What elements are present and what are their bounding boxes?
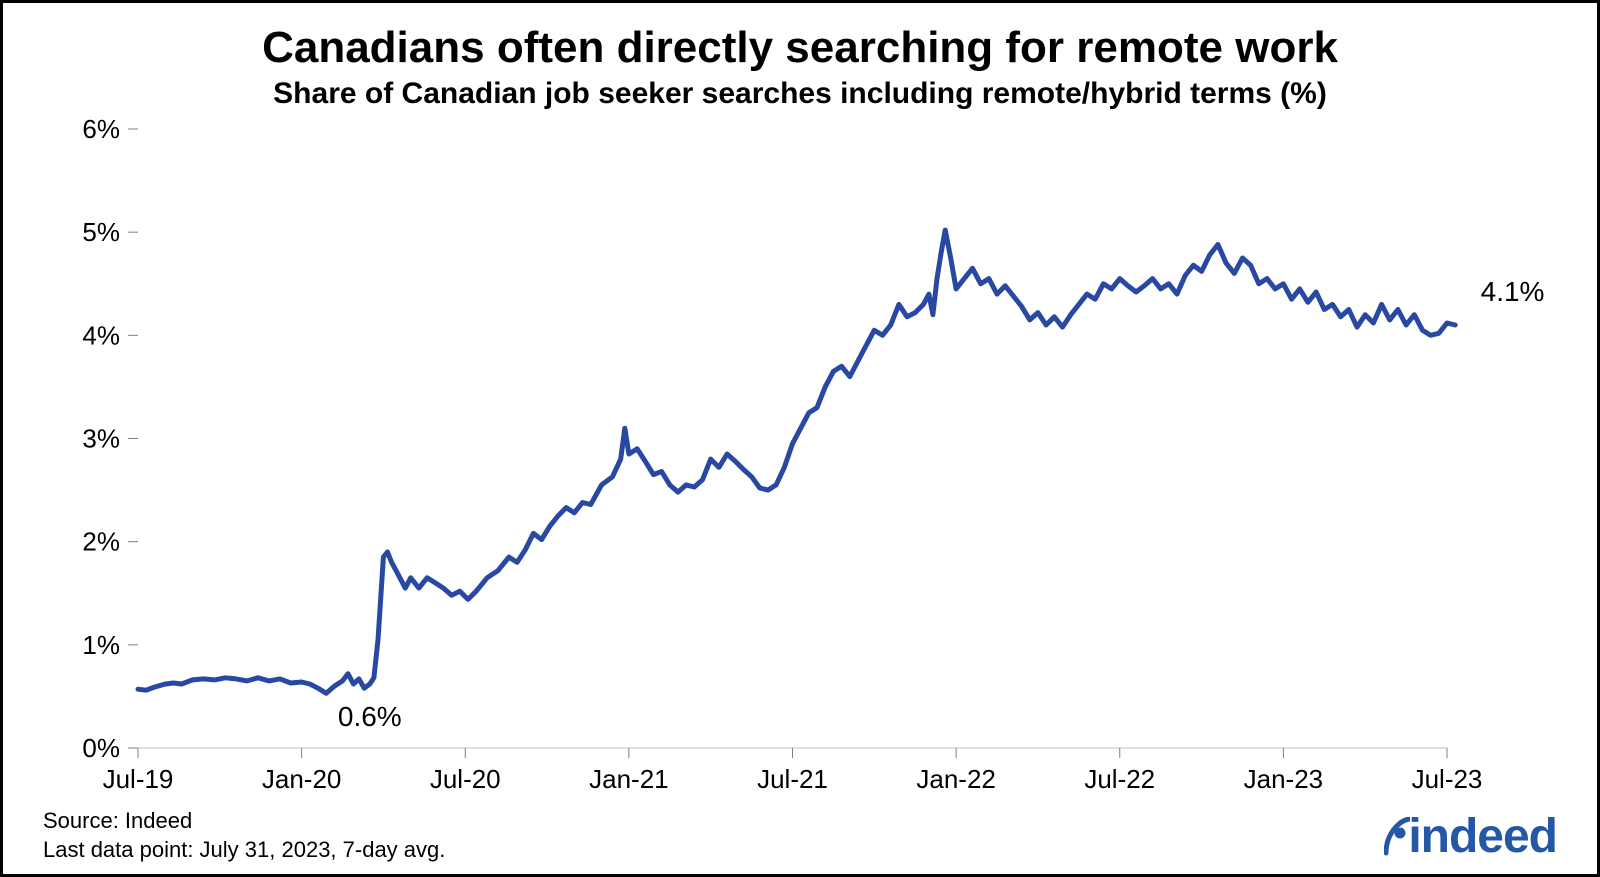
y-tick-label: 6% [82,119,120,144]
x-tick-label: Jan-20 [262,764,342,794]
y-tick-label: 1% [82,630,120,660]
y-tick-label: 0% [82,733,120,763]
x-tick-label: Jul-23 [1412,764,1483,794]
chart-subtitle: Share of Canadian job seeker searches in… [43,77,1557,111]
annotation-label: 0.6% [338,701,402,732]
x-tick-label: Jan-22 [916,764,996,794]
x-tick-label: Jan-23 [1244,764,1324,794]
indeed-logo-text: indeed [1408,809,1557,864]
x-tick-label: Jul-20 [430,764,501,794]
y-tick-label: 5% [82,217,120,247]
chart-frame: Canadians often directly searching for r… [0,0,1600,877]
annotation-label: 4.1% [1481,276,1545,307]
x-tick-label: Jul-19 [103,764,174,794]
series-line [138,230,1455,693]
chart-title: Canadians often directly searching for r… [43,23,1557,73]
x-tick-label: Jul-21 [757,764,828,794]
last-point-line: Last data point: July 31, 2023, 7-day av… [43,836,445,865]
line-chart-svg: 0% 1% 2% 3% 4% 5% 6% Jul-19 Jan-20 Jul-20 Jan-21 Ju… [43,119,1557,803]
x-tick-label: Jul-22 [1084,764,1155,794]
x-tick-label: Jan-21 [589,764,669,794]
y-tick-label: 3% [82,424,120,454]
chart-area: 0% 1% 2% 3% 4% 5% 6% Jul-19 Jan-20 Jul-20 Jan-21 Ju… [43,119,1557,803]
y-tick-label: 2% [82,527,120,557]
y-tick-label: 4% [82,320,120,350]
indeed-swoosh-icon [1384,817,1410,857]
source-line: Source: Indeed [43,807,445,836]
footer: Source: Indeed Last data point: July 31,… [43,807,1557,864]
footer-text: Source: Indeed Last data point: July 31,… [43,807,445,864]
indeed-logo: indeed [1384,809,1557,864]
